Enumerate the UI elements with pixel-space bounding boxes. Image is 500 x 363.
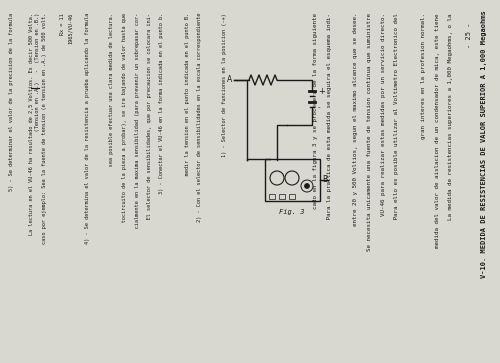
Bar — [289, 194, 295, 199]
Text: gran interes en la profesion normal.: gran interes en la profesion normal. — [421, 13, 426, 139]
Text: 1965/VU-46: 1965/VU-46 — [68, 13, 73, 44]
Text: medir la tension en el punto indicada en el punto B.: medir la tension en el punto indicada en… — [184, 13, 190, 191]
Text: entre 20 y 500 Voltios, segun el maximo alcance que se desee.: entre 20 y 500 Voltios, segun el maximo … — [354, 13, 358, 227]
Text: tocircuito de la pieza a probar), se ira bajando de valor hasta que: tocircuito de la pieza a probar), se ira… — [122, 13, 127, 238]
Text: La lectura en el VU-46 ha resultado de 2,5 Voltios. Es decir 500 Volta.: La lectura en el VU-46 ha resultado de 2… — [29, 13, 34, 235]
Text: VU-46 para realizar estas medidas por un servicio directo.: VU-46 para realizar estas medidas por un… — [380, 13, 386, 216]
Text: 1) - Selector de funciones en la posicion (-+): 1) - Selector de funciones en la posicio… — [222, 13, 227, 157]
Text: 4) - Se determina el valor de la resistencia a prueba aplicando la formula: 4) - Se determina el valor de la resiste… — [84, 13, 89, 244]
Text: Rx = 11: Rx = 11 — [60, 13, 64, 82]
Text: La medida de resistencias superiores a 1,000 Megaohms, o la: La medida de resistencias superiores a 1… — [448, 13, 453, 220]
Text: 5) - Se determinar el valor de la precision de la formula: 5) - Se determinar el valor de la precis… — [10, 13, 14, 191]
Bar — [264, 159, 320, 201]
Text: caso por ejemplo: Sea la fuente de tension (e tension en .A.) de 500 volt.: caso por ejemplo: Sea la fuente de tensi… — [42, 13, 47, 244]
Text: -: - — [318, 104, 320, 110]
Text: Fig. 3: Fig. 3 — [279, 209, 305, 215]
Text: 2) - Con el selector de sensibilidades en la escala correspondiente: 2) - Con el selector de sensibilidades e… — [197, 13, 202, 223]
Text: +: + — [318, 86, 325, 95]
Text: Para ello es posible utilizar al Voltimetro Electronico del: Para ello es posible utilizar al Voltime… — [394, 13, 399, 237]
Text: cado en la figura 3 y se procedera de la forma siguiente: cado en la figura 3 y se procedera de la… — [313, 13, 318, 209]
Text: B: B — [322, 175, 328, 184]
Bar — [279, 194, 285, 199]
Bar — [269, 194, 275, 199]
Text: sea posible efectuar una clara medida de lectura.: sea posible efectuar una clara medida de… — [110, 13, 114, 182]
Text: A: A — [227, 74, 232, 83]
Text: Se necesita unicamente una fuente de tension continua que suministre: Se necesita unicamente una fuente de ten… — [367, 13, 372, 251]
Text: - 25 -: - 25 - — [466, 23, 472, 49]
Text: V-10. MEDIDA DE RESISTENCIAS DE VALOR SUPERIOR A 1,000 Megaohms: V-10. MEDIDA DE RESISTENCIAS DE VALOR SU… — [481, 10, 487, 278]
Circle shape — [304, 184, 310, 188]
Text: El selector de sensibilidades, que por precaucion se colocara ini-: El selector de sensibilidades, que por p… — [147, 13, 152, 235]
Text: 3) - Conectar el VU-46 en la forma indicada en el punto b.: 3) - Conectar el VU-46 en la forma indic… — [160, 13, 164, 194]
Text: medida del valor de aislacion de un condensador de mica, este tiene: medida del valor de aislacion de un cond… — [434, 13, 440, 248]
Text: Para la practica de esta medida se seguira el esquema indi-: Para la practica de esta medida se segui… — [326, 13, 332, 237]
Text: cialmente en la maxima sensibilidad (para prevenir un sobrepasar cor-: cialmente en la maxima sensibilidad (par… — [134, 13, 140, 244]
Text: (Tension en .A.)   -  (Tension en .B.): (Tension en .A.) - (Tension en .B.) — [34, 13, 40, 219]
